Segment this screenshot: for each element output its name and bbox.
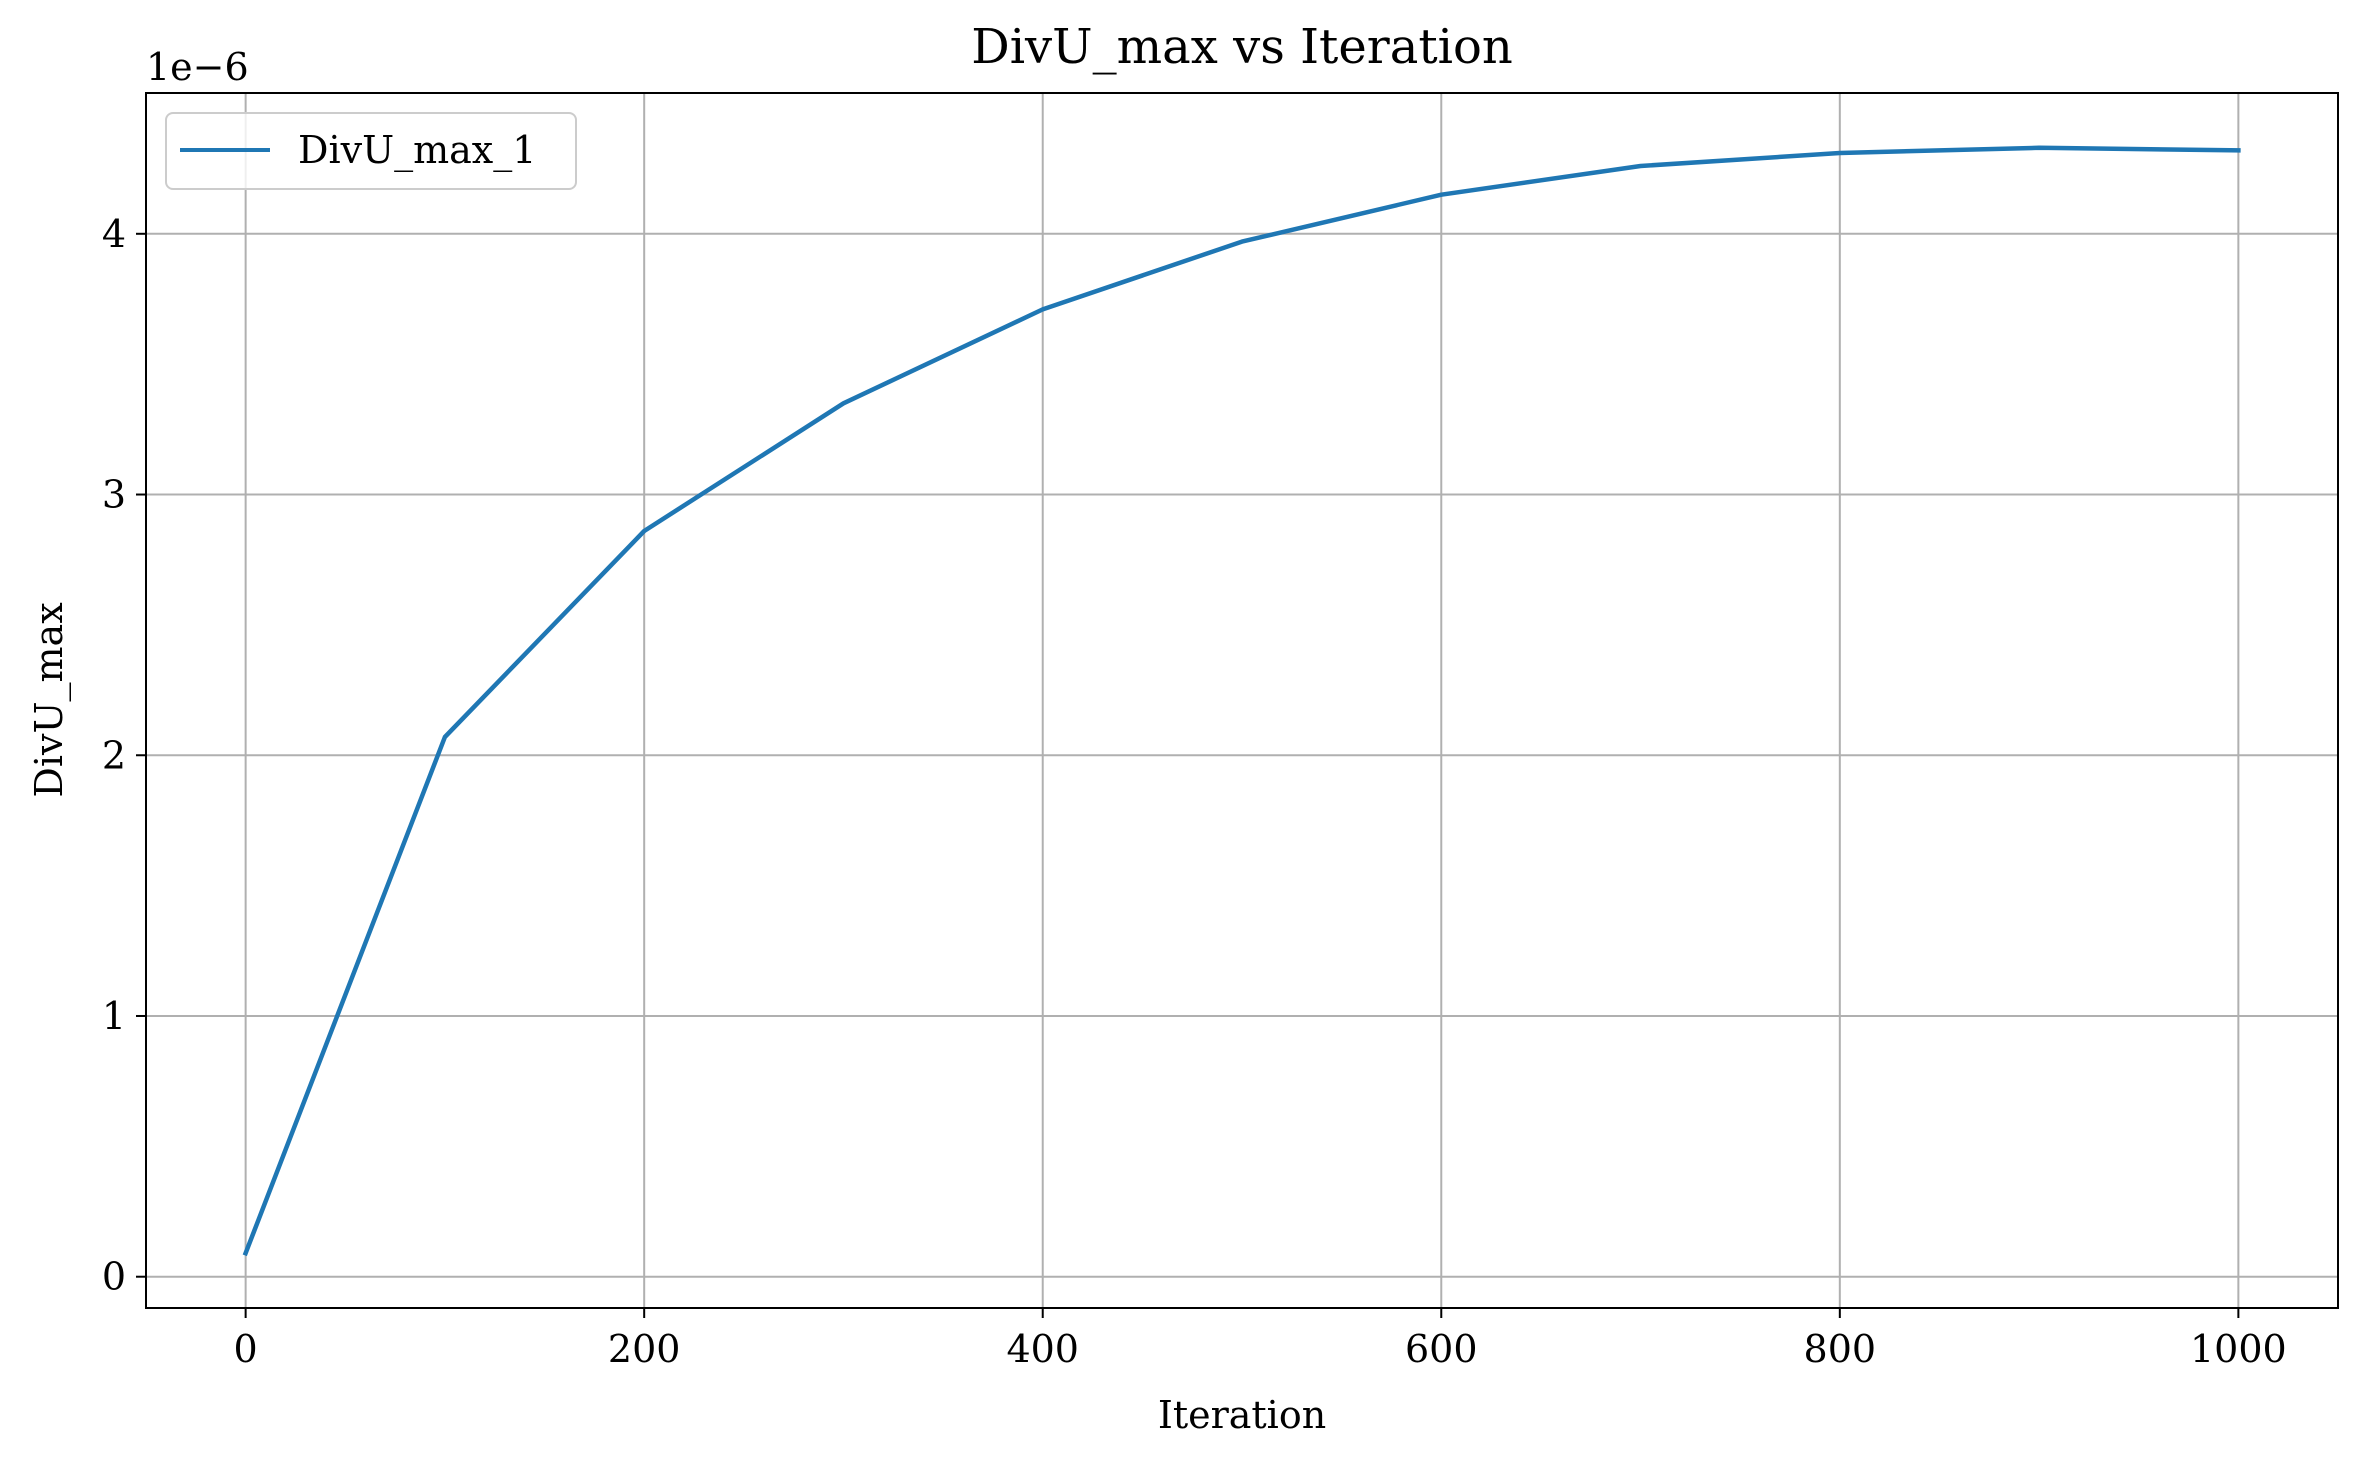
x-tick-label: 200	[608, 1327, 681, 1371]
x-axis-label: Iteration	[1158, 1393, 1326, 1437]
axes-frame	[145, 92, 2339, 1309]
x-tick-label: 0	[234, 1327, 258, 1371]
x-tick-label: 1000	[2190, 1327, 2287, 1371]
y-tick-label: 3	[102, 473, 126, 517]
x-axis: 0 200 400 600 800 1000	[234, 1308, 2287, 1371]
y-tick-label: 1	[102, 994, 126, 1038]
y-tick-label: 2	[102, 733, 126, 777]
y-axis: 0 1 2 3 4	[102, 212, 146, 1299]
grid	[146, 93, 2338, 1308]
x-tick-label: 400	[1006, 1327, 1079, 1371]
series-layer	[242, 145, 2241, 1257]
y-offset-label: 1e−6	[146, 45, 249, 89]
legend-box	[165, 112, 577, 190]
legend: DivU_max_1	[165, 112, 577, 190]
x-tick-label: 800	[1804, 1327, 1877, 1371]
legend-label: DivU_max_1	[298, 128, 536, 173]
x-tick-label: 600	[1405, 1327, 1478, 1371]
y-axis-label: DivU_max	[27, 602, 72, 797]
y-tick-label: 4	[102, 212, 126, 256]
chart-title: DivU_max vs Iteration	[971, 19, 1513, 75]
y-tick-label: 0	[102, 1255, 126, 1299]
series-line	[242, 145, 2241, 1257]
